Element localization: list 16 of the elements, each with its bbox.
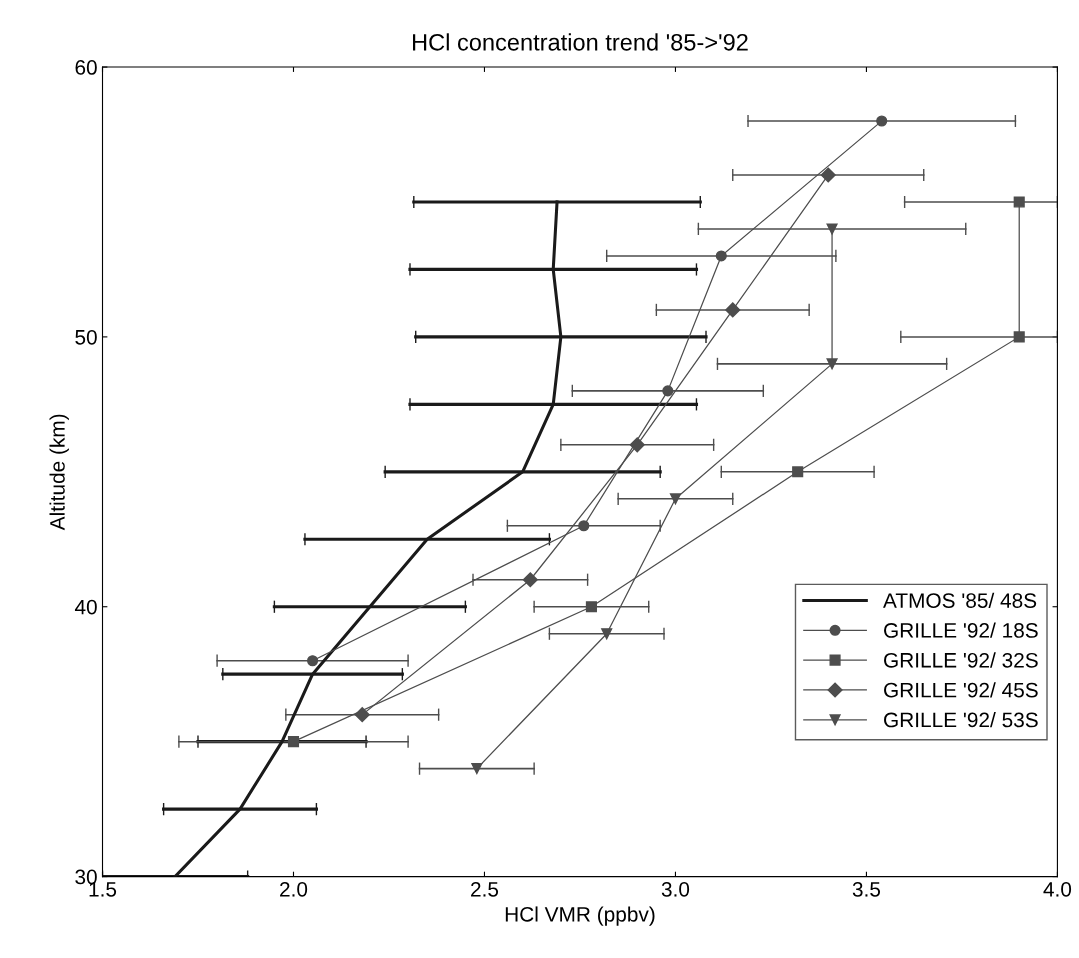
x-tick-label: 2.5 [471, 881, 499, 897]
y-tick-label: 50 [75, 329, 97, 345]
x-tick-label: 2.0 [280, 881, 308, 897]
y-tick-label: 60 [75, 60, 97, 75]
x-axis-title: HCl VMR (ppbv) [505, 906, 655, 926]
x-tick-label: 3.0 [661, 881, 690, 897]
y-tick-label: 40 [74, 599, 97, 615]
x-tick-label: 4.0 [1043, 881, 1072, 897]
legend-label: ATMOS '85/ 48S [883, 592, 1037, 608]
legend-label: GRILLE '92/ 45S [884, 682, 1038, 698]
legend-label: GRILLE '92/ 18S [884, 622, 1038, 638]
legend-label: GRILLE '92/ 32S [884, 652, 1038, 668]
legend-label: GRILLE '92/ 53S [884, 712, 1038, 728]
y-axis-title: Altitude (km) [49, 414, 69, 531]
chart-title: HCl concentration trend '85->'92 [413, 33, 748, 51]
x-tick-label: 3.5 [852, 881, 881, 897]
